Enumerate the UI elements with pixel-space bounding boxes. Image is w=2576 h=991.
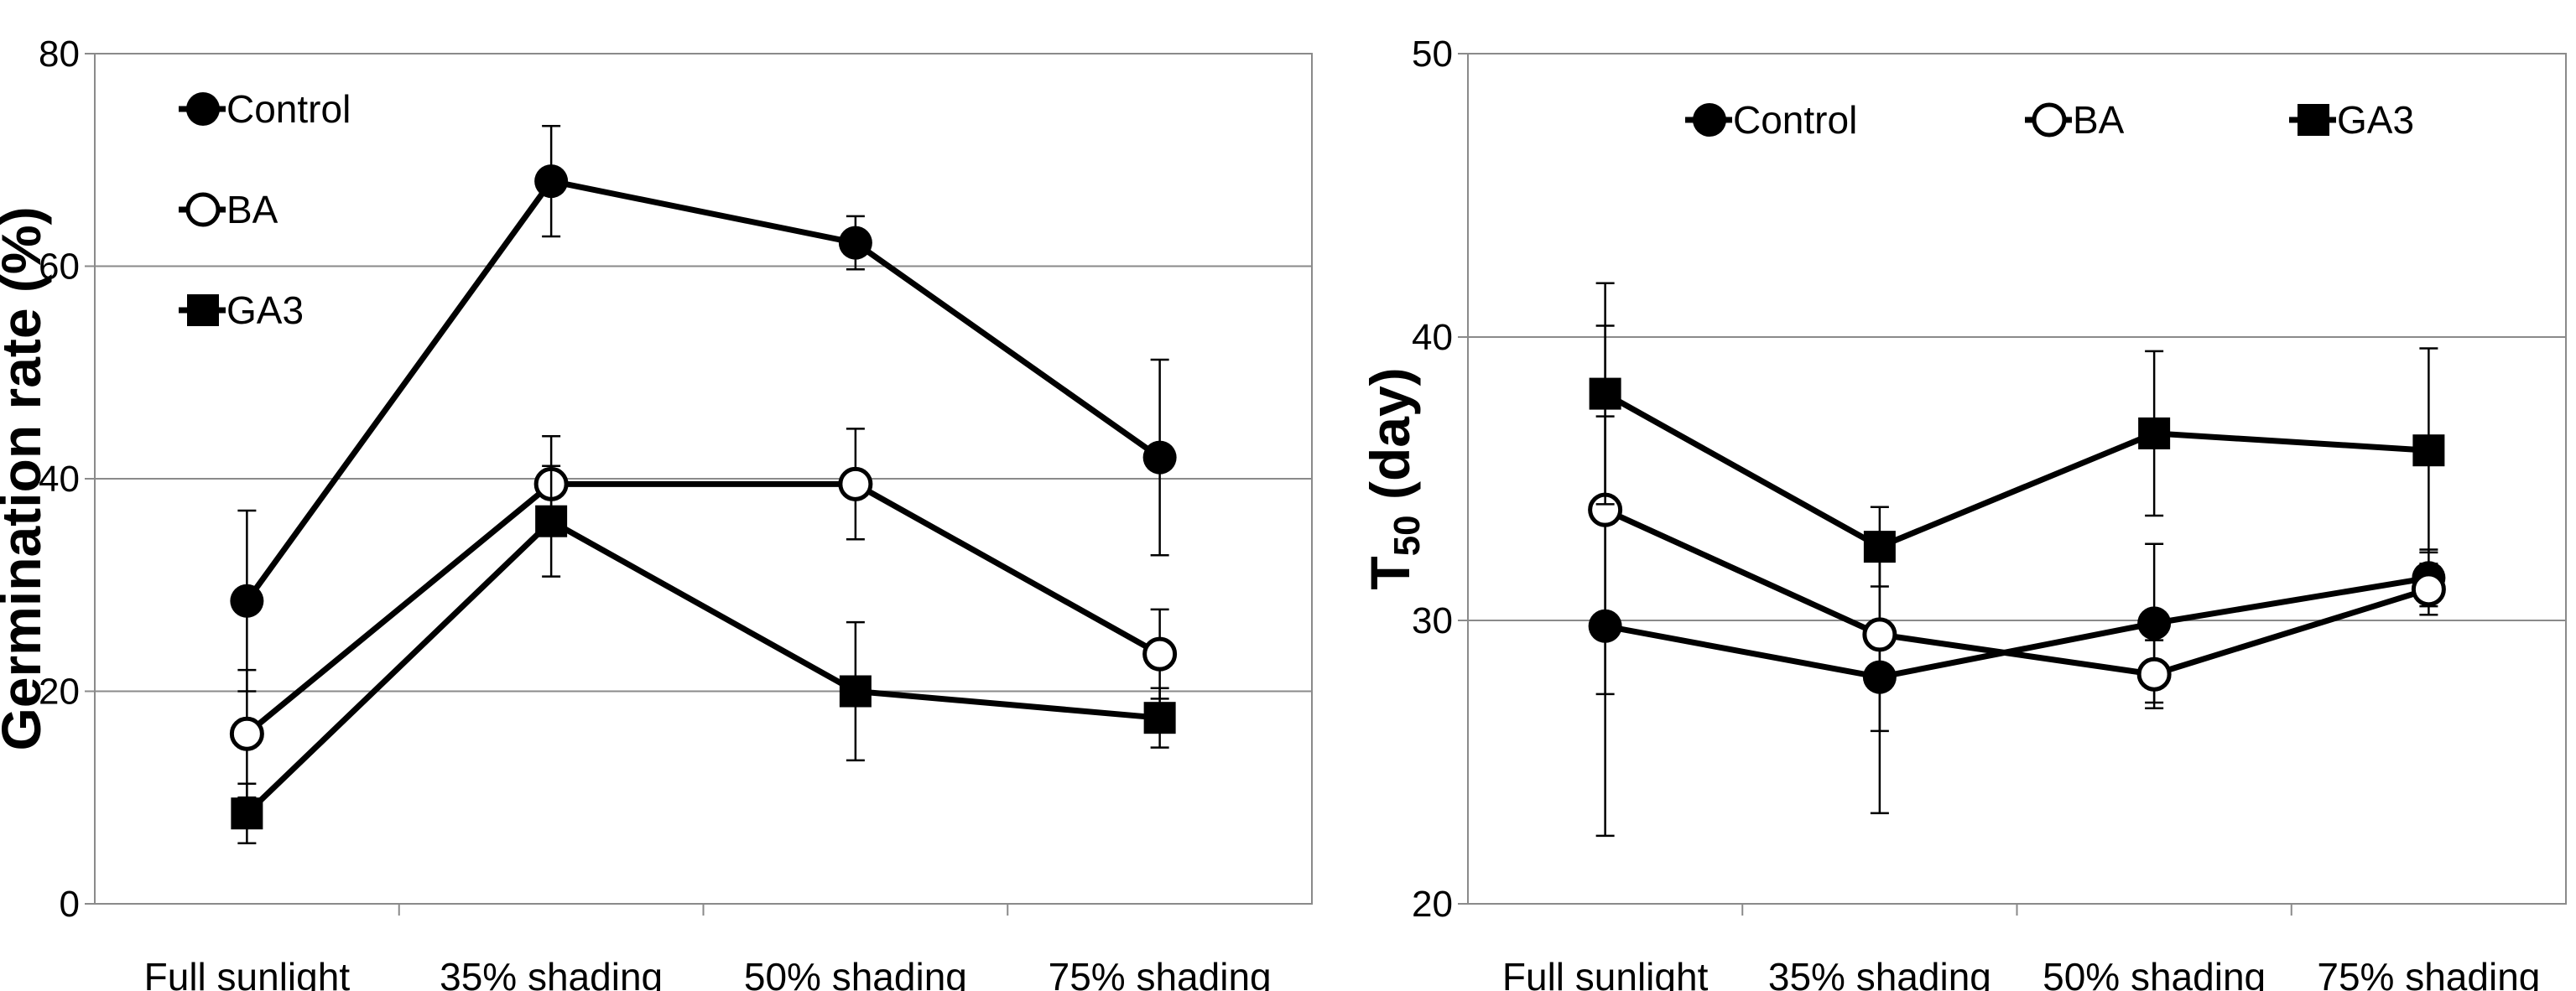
data-point: [1142, 636, 1178, 672]
y-tick-label: 0: [60, 884, 80, 925]
data-point: [2412, 434, 2445, 467]
legend-item-ga3: GA3: [179, 288, 304, 332]
series-line: [244, 518, 1160, 816]
legend-label: GA3: [2337, 98, 2414, 142]
plot-area: [1467, 53, 2567, 905]
x-tick-label-75-shading: 75% shading: [2317, 955, 2540, 991]
series-control: [230, 124, 1177, 693]
y-tick-label: 40: [1412, 317, 1453, 358]
legend-label: BA: [226, 188, 278, 231]
data-point: [231, 797, 263, 830]
data-point: [1142, 440, 1177, 475]
data-point: [1143, 702, 1176, 734]
y-tick-label: 50: [1412, 34, 1453, 75]
legend-marker: [186, 92, 220, 126]
y-tick-label: 20: [1412, 884, 1453, 925]
series-ba: [229, 428, 1178, 799]
x-tick-label-full-sunlight: Full sunlight: [1502, 955, 1709, 991]
series-ga3: [231, 464, 1176, 845]
data-point: [1863, 531, 1896, 563]
data-point: [1589, 377, 1621, 410]
series-ga3: [1589, 282, 2445, 588]
legend-item-control: Control: [179, 87, 351, 131]
series-ba: [1588, 324, 2446, 733]
data-point: [839, 675, 872, 708]
y-axis-label: Germination rate (%): [0, 206, 52, 750]
data-point: [2136, 656, 2172, 692]
legend-marker: [1693, 103, 1726, 137]
y-axis-label: T50 (day): [1359, 367, 1428, 589]
x-tick-label-35-shading: 35% shading: [440, 955, 663, 991]
series-line: [1604, 506, 2430, 677]
data-point: [535, 505, 568, 537]
legend-item-ba: BA: [179, 188, 278, 231]
y-tick-label: 80: [39, 34, 80, 75]
y-tick-label: 20: [39, 672, 80, 713]
legend: Control BA GA3: [1685, 98, 2414, 142]
data-point: [2138, 417, 2171, 449]
data-point: [2137, 606, 2172, 641]
legend-item-ba: BA: [2025, 98, 2125, 142]
y-tick-label: 60: [39, 246, 80, 288]
t50-chart: 20 30 40 50 Full sunlight 35% shading 50% shad…: [1359, 34, 2567, 991]
data-point: [838, 226, 872, 260]
data-point: [1862, 617, 1897, 652]
y-tick-label: 40: [39, 459, 80, 500]
legend-item-control: Control: [1685, 98, 1857, 142]
y-tick-label: 30: [1412, 600, 1453, 641]
x-tick-label-full-sunlight: Full sunlight: [144, 955, 351, 991]
series-line: [244, 178, 1162, 603]
x-tick-label-50-shading: 50% shading: [2043, 955, 2266, 991]
legend-label: Control: [226, 87, 351, 131]
legend-marker: [185, 192, 221, 227]
data-point: [534, 164, 569, 199]
data-point: [230, 584, 264, 618]
legend-marker: [2032, 102, 2067, 137]
x-tick-label-35-shading: 35% shading: [1768, 955, 1991, 991]
germination-rate-chart: 0 20 40 60 80 Full sunlight 35% shading 50% sha…: [0, 34, 1313, 991]
x-tick-label-50-shading: 50% shading: [744, 955, 967, 991]
series-line: [1604, 574, 2429, 681]
legend-label: Control: [1733, 98, 1857, 142]
legend-marker: [187, 294, 219, 326]
x-tick-label-75-shading: 75% shading: [1049, 955, 1272, 991]
data-point: [2411, 572, 2446, 607]
legend: Control BA GA3: [179, 87, 351, 332]
legend-item-ga3: GA3: [2289, 98, 2414, 142]
series-line: [245, 480, 1162, 736]
data-point: [838, 466, 873, 501]
legend-label: BA: [2073, 98, 2125, 142]
legend-marker: [2298, 104, 2329, 136]
series-line: [1603, 391, 2429, 550]
data-point: [229, 716, 264, 751]
legend-label: GA3: [226, 288, 304, 332]
